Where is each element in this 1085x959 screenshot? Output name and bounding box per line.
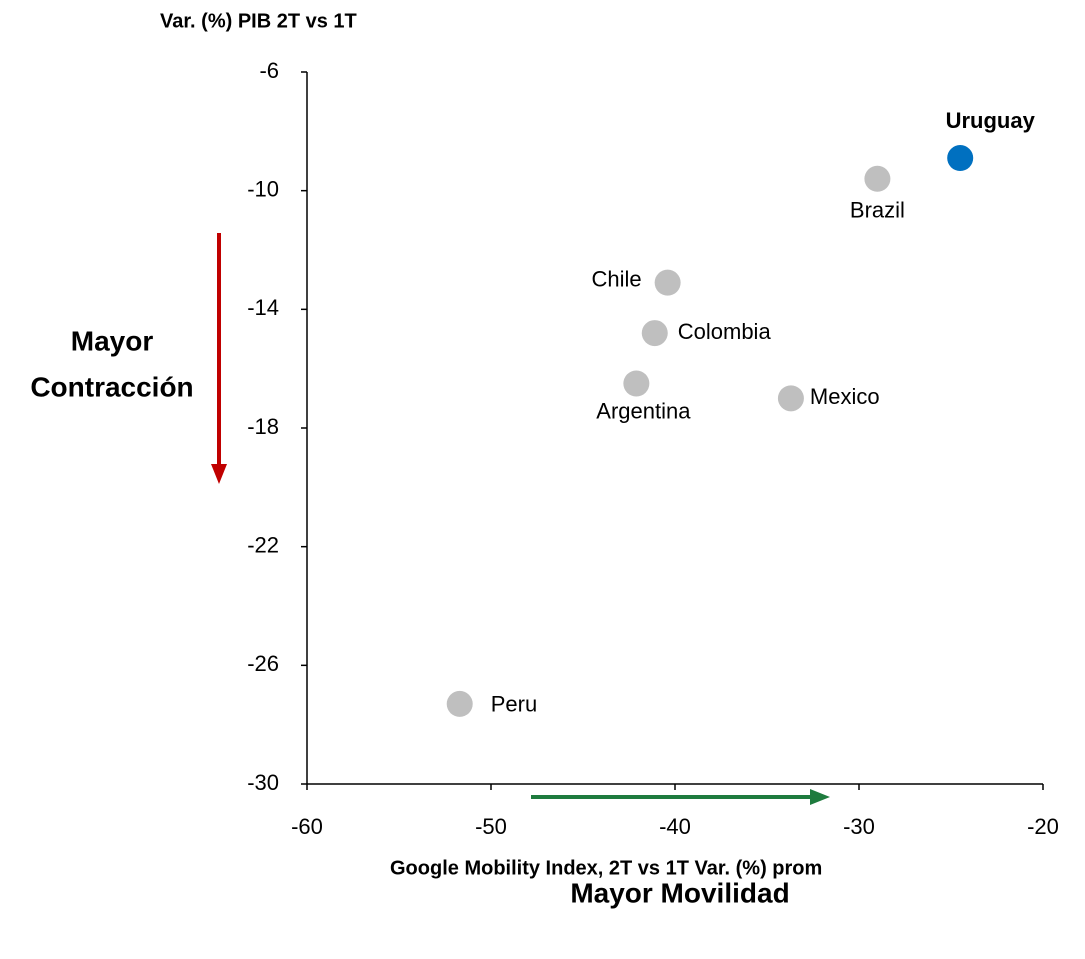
point-label: Argentina xyxy=(596,398,691,423)
point xyxy=(947,145,974,172)
y-tick-label: -18 xyxy=(247,414,279,439)
y-tick-label: -30 xyxy=(247,770,279,795)
mobility-arrowhead xyxy=(810,789,830,805)
point xyxy=(623,370,650,397)
point-label: Chile xyxy=(591,266,641,291)
point-label: Brazil xyxy=(850,198,905,223)
point-label: Mexico xyxy=(810,384,880,409)
point xyxy=(641,320,668,347)
y-tick-label: -6 xyxy=(259,58,279,83)
y-annotation: Contracción xyxy=(30,371,193,402)
y-tick-label: -10 xyxy=(247,176,279,201)
x-tick-label: -40 xyxy=(659,814,691,839)
x-tick-label: -60 xyxy=(291,814,323,839)
point-label: Peru xyxy=(491,692,537,717)
point-label: Colombia xyxy=(678,319,772,344)
contraction-arrowhead xyxy=(211,464,227,484)
x-tick-label: -30 xyxy=(843,814,875,839)
x-annotation: Mayor Movilidad xyxy=(570,877,789,908)
point-label: Uruguay xyxy=(946,108,1036,133)
x-tick-label: -20 xyxy=(1027,814,1059,839)
x-axis-title: Google Mobility Index, 2T vs 1T Var. (%)… xyxy=(390,857,822,879)
point xyxy=(654,269,681,296)
point xyxy=(777,385,804,412)
y-axis-title: Var. (%) PIB 2T vs 1T xyxy=(160,10,357,32)
y-tick-label: -14 xyxy=(247,295,279,320)
y-tick-label: -22 xyxy=(247,532,279,557)
point xyxy=(446,690,473,717)
x-tick-label: -50 xyxy=(475,814,507,839)
point xyxy=(864,165,891,192)
y-tick-label: -26 xyxy=(247,651,279,676)
y-annotation: Mayor xyxy=(71,325,154,356)
